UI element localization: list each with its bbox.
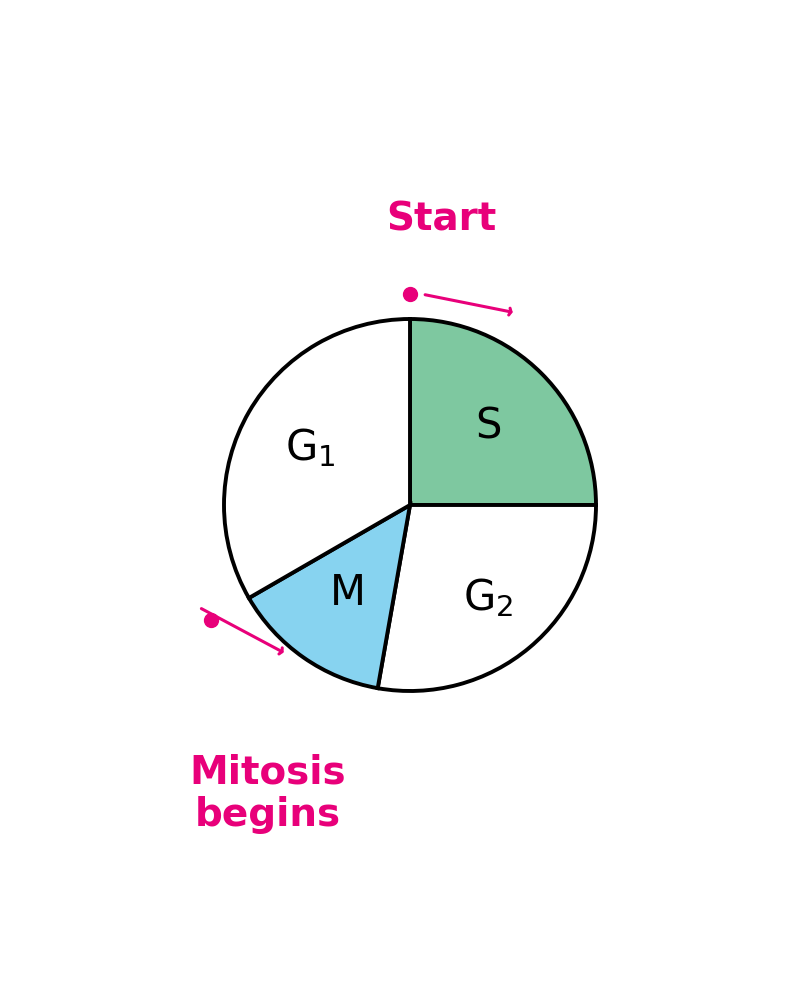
Text: M: M <box>330 572 366 614</box>
Text: G$_2$: G$_2$ <box>462 576 513 619</box>
Wedge shape <box>249 505 410 688</box>
Text: S: S <box>476 405 502 447</box>
Text: Mitosis
begins: Mitosis begins <box>189 753 346 834</box>
Text: Start: Start <box>386 200 496 238</box>
Wedge shape <box>410 319 596 505</box>
Text: G$_1$: G$_1$ <box>285 426 335 469</box>
Wedge shape <box>378 505 596 691</box>
Wedge shape <box>224 319 410 598</box>
